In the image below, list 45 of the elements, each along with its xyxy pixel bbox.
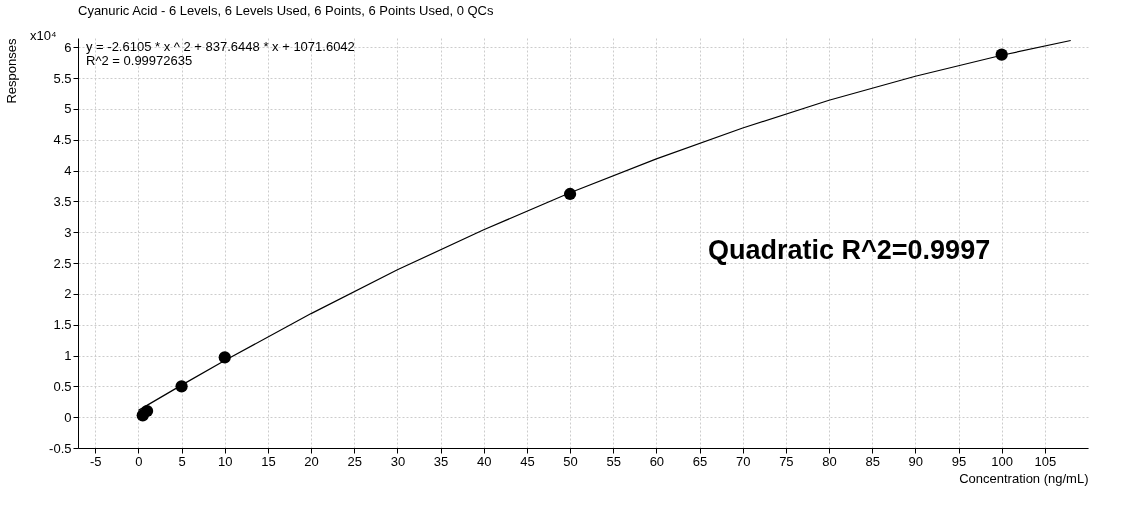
y-tick-label: 3	[64, 224, 72, 240]
x-tick-label: 105	[1034, 453, 1057, 469]
y-tick-label: 2	[64, 286, 72, 302]
x-axis-title: Concentration (ng/mL)	[959, 470, 1089, 486]
x-tick-label: -5	[89, 453, 102, 469]
y-axis-title: Responses	[4, 38, 20, 104]
y-tick-label: -0.5	[49, 440, 72, 456]
annotation: R^2 = 0.99972635	[86, 53, 193, 68]
y-tick-label: 3.5	[53, 193, 72, 209]
x-tick-label: 40	[476, 453, 492, 469]
x-tick-label: 90	[908, 453, 924, 469]
x-tick-label: 60	[649, 453, 665, 469]
y-tick-label: 1.5	[53, 317, 72, 333]
y-tick-label: 0	[64, 409, 72, 425]
x-tick-label: 70	[735, 453, 751, 469]
x-tick-label: 80	[822, 453, 837, 469]
annotation: y = -2.6105 * x ^ 2 + 837.6448 * x + 1071.6042	[86, 39, 355, 54]
x-tick-label: 10	[218, 453, 233, 469]
x-tick-label: 65	[692, 453, 708, 469]
x-tick-label: 35	[433, 453, 449, 469]
x-tick-label: 50	[563, 453, 578, 469]
text: x10⁴	[30, 28, 57, 43]
x-tick-label: 20	[304, 453, 319, 469]
x-tick-label: 45	[520, 453, 535, 469]
y-tick-label: 2.5	[53, 255, 72, 271]
y-tick-label: 1	[64, 348, 72, 364]
y-tick-label: 5	[64, 101, 72, 117]
x-tick-label: 5	[178, 453, 186, 469]
x-tick-label: 100	[991, 453, 1014, 469]
x-tick-label: 85	[865, 453, 880, 469]
x-tick-label: 25	[347, 453, 362, 469]
x-tick-label: 0	[135, 453, 143, 469]
x-tick-label: 55	[606, 453, 621, 469]
y-tick-label: 6	[64, 39, 72, 55]
x-tick-label: 15	[261, 453, 276, 469]
chart-title: Cyanuric Acid - 6 Levels, 6 Levels Used, 6 Points, 6 Points Used, 0 QCs	[78, 3, 494, 18]
y-tick-label: 5.5	[53, 70, 72, 86]
y-tick-label: 0.5	[53, 378, 72, 394]
annotation: Quadratic R^2=0.9997	[708, 235, 991, 265]
x-tick-label: 30	[390, 453, 406, 469]
y-tick-label: 4	[64, 163, 72, 179]
point	[140, 404, 154, 418]
x-tick-label: 75	[779, 453, 794, 469]
x-tick-label: 95	[951, 453, 967, 469]
y-tick-label: 4.5	[53, 132, 72, 148]
